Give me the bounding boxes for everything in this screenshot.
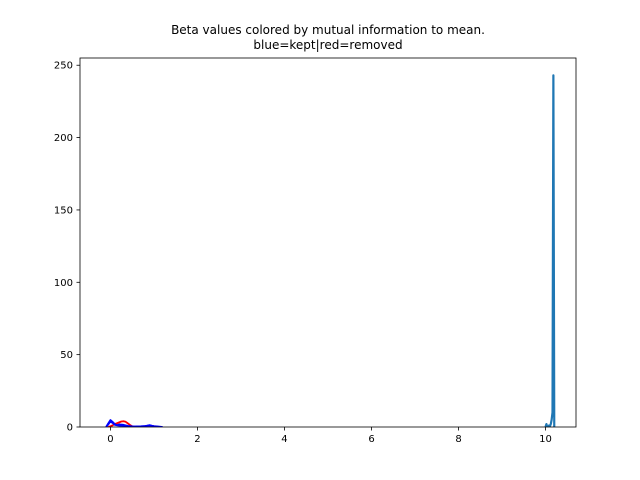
y-tick-label: 0 <box>67 423 73 434</box>
series-line-7 <box>544 74 556 427</box>
plot-frame <box>79 57 577 428</box>
x-tick-label: 8 <box>455 434 461 445</box>
series-line-1 <box>107 420 135 427</box>
x-tick-label: 0 <box>107 434 113 445</box>
x-tick-label: 6 <box>368 434 374 445</box>
y-tick-label: 150 <box>54 205 73 216</box>
y-tick-label: 250 <box>54 61 73 72</box>
y-tick-label: 100 <box>54 278 73 289</box>
x-tick-label: 4 <box>281 434 287 445</box>
series-line-4 <box>105 420 133 427</box>
x-tick-label: 10 <box>539 434 552 445</box>
chart-title: Beta values colored by mutual informatio… <box>171 23 485 37</box>
y-tick-label: 50 <box>60 350 73 361</box>
chart-subtitle: blue=kept|red=removed <box>253 38 402 52</box>
y-tick-label: 200 <box>54 133 73 144</box>
x-tick-label: 2 <box>194 434 200 445</box>
